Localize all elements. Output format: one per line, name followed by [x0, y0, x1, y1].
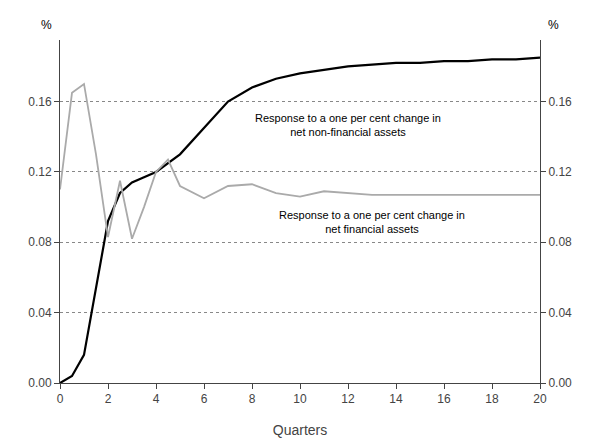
svg-text:0.16: 0.16: [28, 95, 52, 109]
svg-text:8: 8: [249, 392, 256, 406]
svg-text:0.08: 0.08: [548, 235, 572, 249]
svg-text:Quarters: Quarters: [273, 422, 327, 438]
svg-text:18: 18: [485, 392, 499, 406]
svg-text:0.04: 0.04: [548, 306, 572, 320]
svg-text:0.08: 0.08: [28, 235, 52, 249]
svg-text:16: 16: [437, 392, 451, 406]
svg-text:Response to a one per cent cha: Response to a one per cent change innet …: [255, 112, 441, 138]
svg-text:Response to a one per cent cha: Response to a one per cent change innet …: [279, 209, 465, 235]
svg-text:20: 20: [533, 392, 547, 406]
svg-text:0.12: 0.12: [548, 165, 572, 179]
svg-text:0.00: 0.00: [28, 376, 52, 390]
svg-text:14: 14: [389, 392, 403, 406]
svg-text:6: 6: [201, 392, 208, 406]
svg-text:%: %: [41, 18, 52, 32]
svg-text:0: 0: [57, 392, 64, 406]
svg-text:2: 2: [105, 392, 112, 406]
svg-text:%: %: [548, 18, 559, 32]
svg-text:4: 4: [153, 392, 160, 406]
svg-text:0.12: 0.12: [28, 165, 52, 179]
svg-text:0.00: 0.00: [548, 376, 572, 390]
svg-text:0.16: 0.16: [548, 95, 572, 109]
svg-text:10: 10: [293, 392, 307, 406]
svg-text:0.04: 0.04: [28, 306, 52, 320]
svg-text:12: 12: [341, 392, 355, 406]
